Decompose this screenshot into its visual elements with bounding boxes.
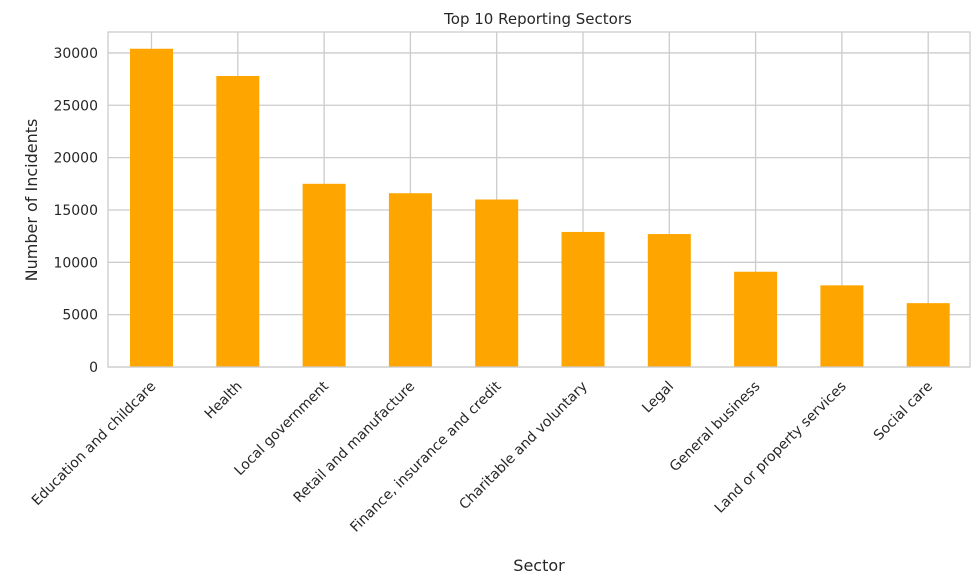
y-tick-label: 15000 <box>53 203 98 219</box>
plot-frame <box>107 31 971 368</box>
x-tick-label: Education and childcare <box>29 379 159 509</box>
y-axis-label: Number of Incidents <box>22 119 41 282</box>
vertical-gridlines <box>150 32 929 367</box>
bar <box>302 183 346 367</box>
bar <box>130 48 173 367</box>
bar <box>475 199 519 367</box>
y-tick-labels: 0 5000 10000 15000 20000 25000 30000 <box>53 46 98 376</box>
bar <box>388 193 432 367</box>
x-tick-label: General business <box>667 379 764 476</box>
x-tick-label: Local government <box>231 378 332 479</box>
chart-title: Top 10 Reporting Sectors <box>443 10 632 28</box>
y-tick-label: 25000 <box>53 98 98 114</box>
x-tick-label: Health <box>202 379 246 423</box>
bar <box>734 271 778 367</box>
bars <box>130 48 950 367</box>
y-tick-label: 0 <box>89 360 98 376</box>
x-tick-label: Legal <box>639 379 677 417</box>
x-tick-label: Social care <box>871 379 936 444</box>
y-tick-label: 30000 <box>53 46 98 62</box>
bar <box>647 234 691 367</box>
x-tick-label: Finance, insurance and credit <box>347 378 504 535</box>
bar <box>906 303 950 367</box>
x-axis-label: Sector <box>513 556 565 575</box>
bar <box>561 231 605 367</box>
y-tick-label: 5000 <box>62 308 98 324</box>
bar <box>820 285 864 367</box>
bar <box>216 75 260 367</box>
y-tick-label: 20000 <box>53 151 98 167</box>
y-tick-label: 10000 <box>53 255 98 271</box>
